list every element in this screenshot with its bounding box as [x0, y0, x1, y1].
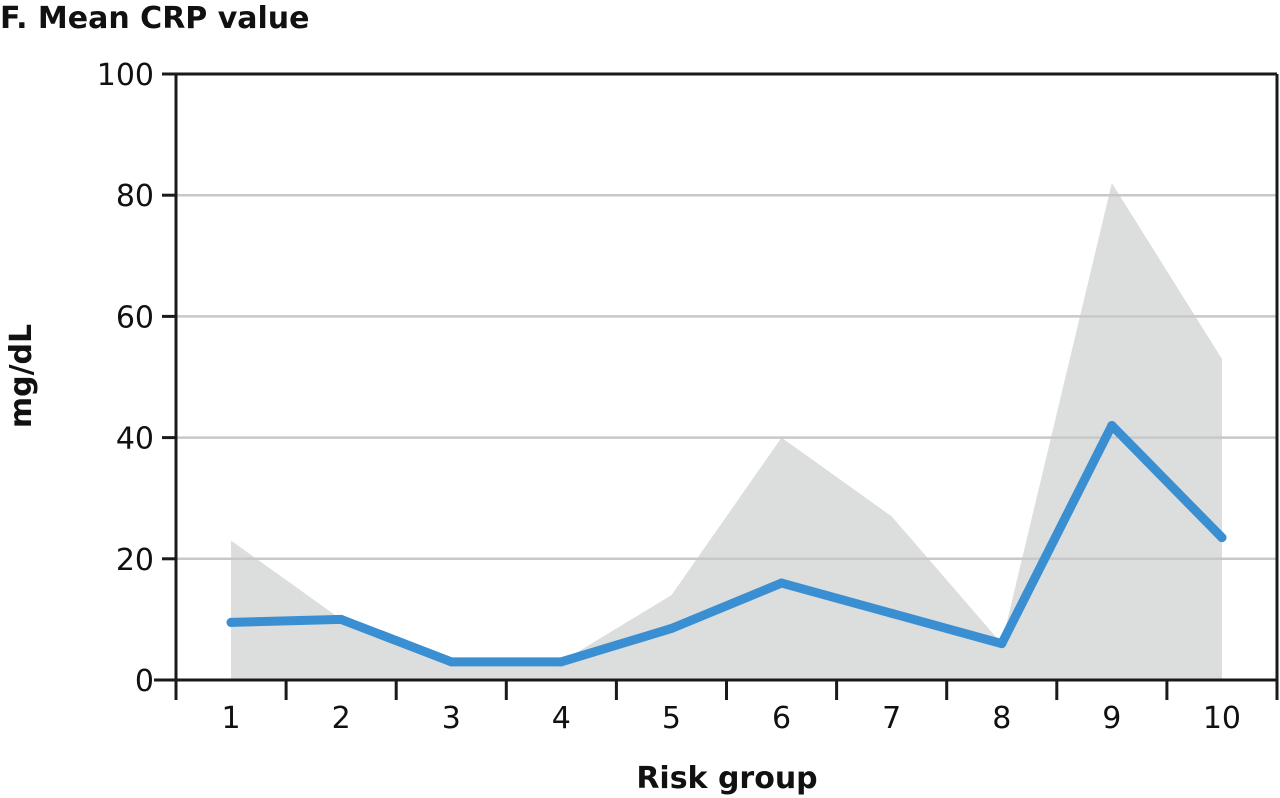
- axes: [154, 72, 1279, 700]
- mean-line-point: [887, 608, 897, 618]
- x-tick-label: 9: [1102, 701, 1121, 736]
- mean-line-point: [336, 614, 346, 624]
- mean-line-point: [666, 623, 676, 633]
- mean-line-point: [226, 617, 236, 627]
- y-tick-label: 60: [116, 300, 154, 335]
- y-tick-label: 80: [116, 179, 154, 214]
- mean-line-point: [1217, 533, 1227, 543]
- y-tick-label: 0: [135, 664, 154, 699]
- y-tick-label: 40: [116, 422, 154, 457]
- mean-line-point: [1107, 420, 1117, 430]
- x-tick-label: 7: [882, 701, 901, 736]
- mean-line-point: [777, 578, 787, 588]
- mean-line-point: [446, 657, 456, 667]
- mean-line-layer: [226, 420, 1227, 667]
- x-tick-labels: 1 2 3 4 5 6 7 8 9 10: [222, 701, 1242, 736]
- y-tick-label: 100: [97, 58, 154, 93]
- mean-line: [226, 420, 1227, 667]
- y-axis-label: mg/dL: [4, 324, 39, 428]
- x-tick-label: 3: [442, 701, 461, 736]
- mean-line-point: [997, 639, 1007, 649]
- x-tick-label: 5: [662, 701, 681, 736]
- x-axis-label: Risk group: [636, 761, 817, 796]
- mean-line-point: [556, 657, 566, 667]
- chart-title: F. Mean CRP value: [0, 1, 310, 36]
- x-tick-label: 8: [992, 701, 1011, 736]
- range-area-layer: [231, 183, 1222, 680]
- x-tick-label: 6: [772, 701, 791, 736]
- x-tick-label: 2: [332, 701, 351, 736]
- x-tick-label: 1: [222, 701, 241, 736]
- range-area: [231, 183, 1222, 680]
- x-tick-label: 10: [1203, 701, 1241, 736]
- x-tick-label: 4: [552, 701, 571, 736]
- y-tick-label: 20: [116, 543, 154, 578]
- y-tick-labels: 0 20 40 60 80 100: [97, 58, 154, 699]
